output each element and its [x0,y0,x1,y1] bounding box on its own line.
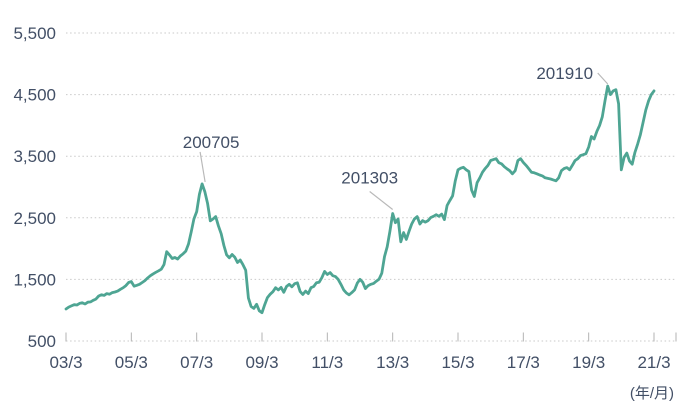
y-tick-label: 4,500 [13,86,56,105]
y-tick-label: 5,500 [13,24,56,43]
x-tick-label: 03/3 [49,353,82,372]
y-tick-label: 500 [28,332,56,351]
annotation: 200705 [183,133,240,183]
annotation-leader-line [369,191,394,210]
y-tick-label: 3,500 [13,147,56,166]
x-tick-label: 11/3 [311,353,343,372]
x-tick-label: 15/3 [441,353,474,372]
annotation: 201303 [341,168,398,210]
x-tick-label: 13/3 [376,353,409,372]
annotation-leader-line [597,72,609,85]
annotation-label: 200705 [183,133,240,152]
x-tick-label: 07/3 [180,353,213,372]
y-tick-label: 2,500 [13,209,56,228]
x-axis-unit-label: (年/月) [630,385,674,402]
annotation-leader-line [199,151,206,183]
x-tick-label: 09/3 [245,353,278,372]
x-tick-label: 19/3 [572,353,605,372]
price-line [64,84,656,315]
y-axis: 500 1,500 2,500 3,500 4,500 5,500 [13,24,56,351]
x-axis: 03/3 05/3 07/3 09/3 11/3 13/3 15/3 17/3 19/3 21/3… [49,332,677,402]
y-tick-label: 1,500 [13,270,56,289]
x-tick-label: 05/3 [115,353,148,372]
annotation-label: 201910 [536,64,593,83]
annotation: 201910 [536,64,609,85]
annotation-label: 201303 [341,168,398,187]
x-tick-label: 21/3 [637,353,670,372]
x-tick-label: 17/3 [507,353,540,372]
